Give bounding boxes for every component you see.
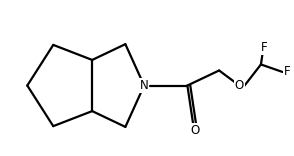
Text: N: N bbox=[140, 79, 148, 92]
Text: F: F bbox=[260, 41, 267, 54]
Text: F: F bbox=[284, 66, 290, 78]
Text: O: O bbox=[235, 79, 244, 92]
Text: O: O bbox=[190, 124, 199, 137]
